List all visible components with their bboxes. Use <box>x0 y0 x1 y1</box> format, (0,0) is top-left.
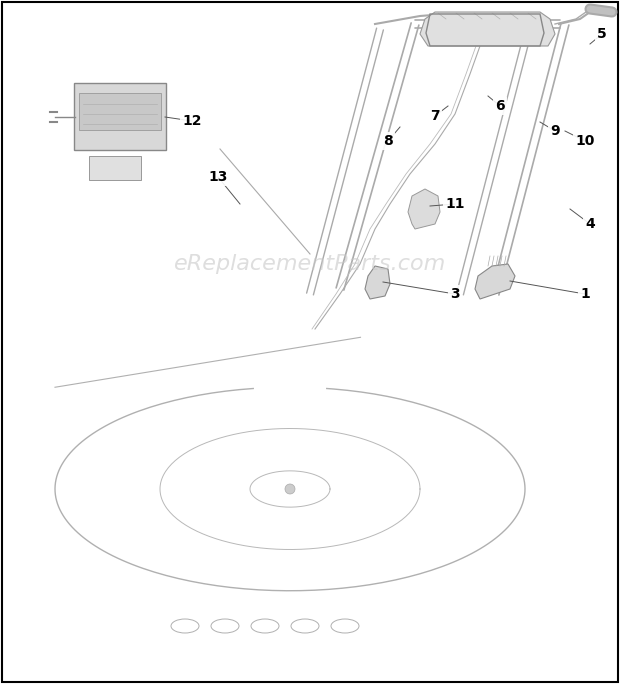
Polygon shape <box>420 12 555 46</box>
Text: 7: 7 <box>430 109 440 123</box>
Text: 1: 1 <box>580 287 590 301</box>
Text: 10: 10 <box>575 134 595 148</box>
Text: 13: 13 <box>208 170 228 184</box>
Polygon shape <box>408 189 440 229</box>
Text: 12: 12 <box>182 114 202 128</box>
FancyBboxPatch shape <box>79 93 161 130</box>
Polygon shape <box>475 264 515 299</box>
FancyBboxPatch shape <box>74 83 166 150</box>
Text: 6: 6 <box>495 99 505 113</box>
Text: 4: 4 <box>585 217 595 231</box>
FancyBboxPatch shape <box>89 156 141 180</box>
Text: 8: 8 <box>383 134 393 148</box>
Text: 9: 9 <box>550 124 560 138</box>
Text: 5: 5 <box>597 27 607 41</box>
Text: 11: 11 <box>445 197 465 211</box>
Circle shape <box>285 484 295 494</box>
Text: 3: 3 <box>450 287 460 301</box>
Text: eReplacementParts.com: eReplacementParts.com <box>174 254 446 274</box>
Polygon shape <box>365 266 390 299</box>
